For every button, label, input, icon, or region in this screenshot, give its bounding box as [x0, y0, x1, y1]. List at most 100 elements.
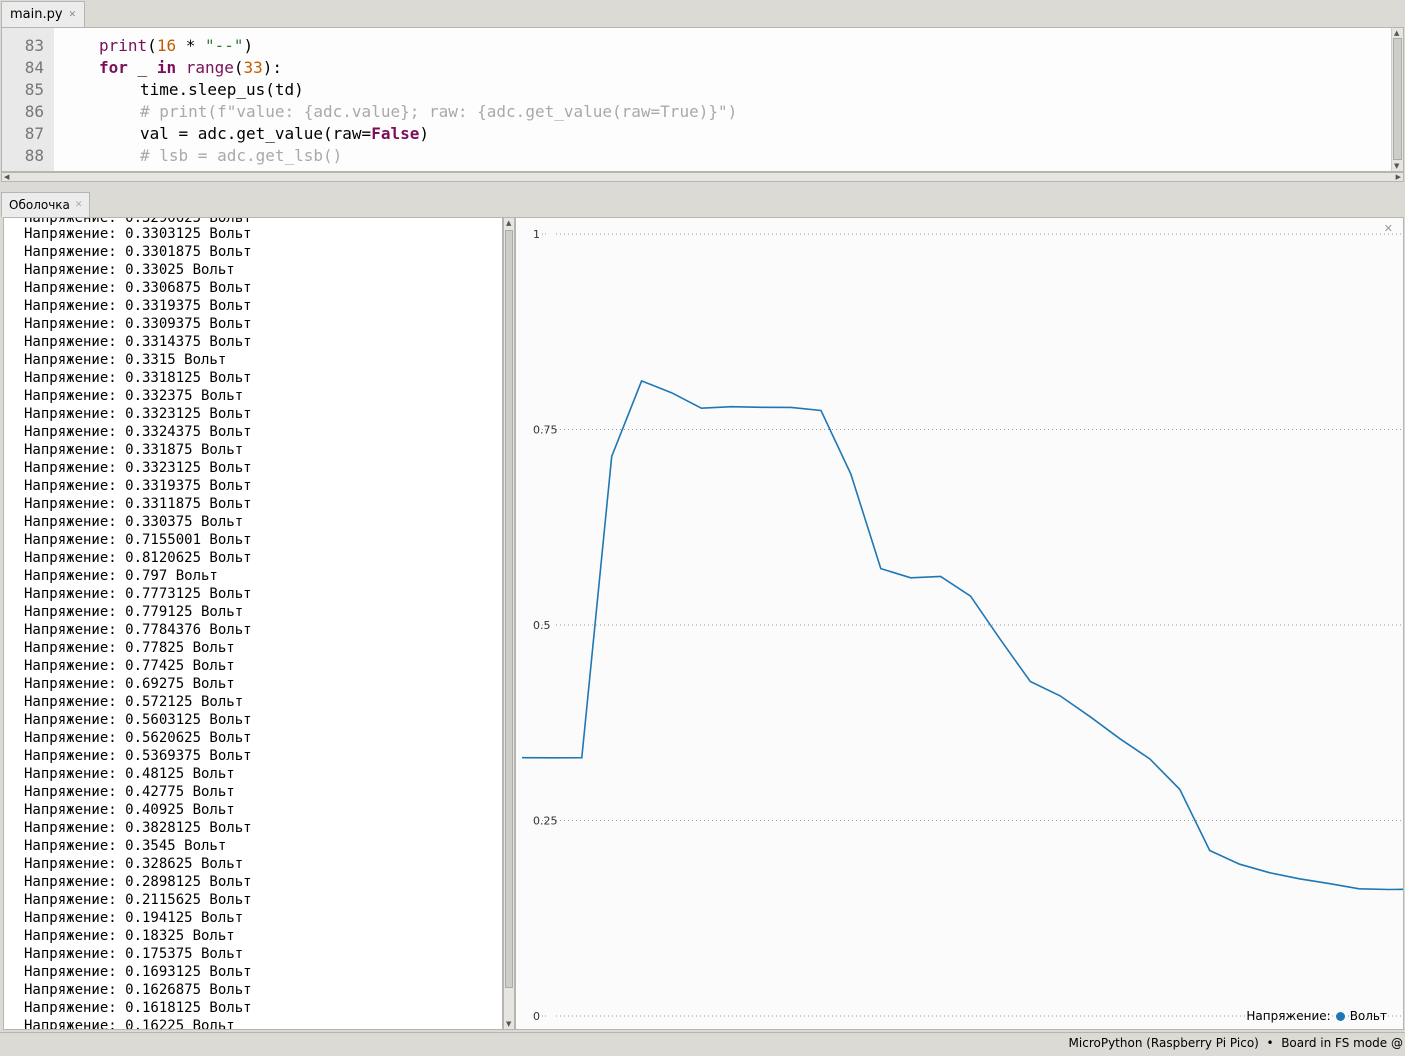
- code-line[interactable]: # print(f"value: {adc.value}; raw: {adc.…: [140, 102, 738, 121]
- code-editor[interactable]: 83 84 85 86 87 88 print(16 * "--") for _…: [1, 27, 1404, 172]
- shell-line: Напряжение: 0.40925 Вольт: [24, 802, 235, 818]
- close-icon[interactable]: ✕: [1383, 222, 1393, 235]
- shell-line: Напряжение: 0.797 Вольт: [24, 568, 218, 584]
- chart-legend: Напряжение: Вольт: [1246, 1009, 1387, 1023]
- shell-line: Напряжение: 0.328625 Вольт: [24, 856, 244, 872]
- scrollbar-thumb[interactable]: [505, 230, 513, 988]
- scroll-down-icon[interactable]: ▼: [1394, 162, 1400, 170]
- shell-line: Напряжение: 0.1618125 Вольт: [24, 1000, 252, 1016]
- shell-line: Напряжение: 0.332375 Вольт: [24, 388, 244, 404]
- shell-line: Напряжение: 0.7155001 Вольт: [24, 532, 252, 548]
- tab-main-py[interactable]: main.py ✕: [1, 1, 86, 27]
- tab-label: main.py: [10, 7, 63, 22]
- shell-line: Напряжение: 0.3319375 Вольт: [24, 298, 252, 314]
- shell-line: Напряжение: 0.1626875 Вольт: [24, 982, 252, 998]
- code-token: False: [371, 124, 420, 143]
- shell-line: Напряжение: 0.16225 Вольт: [24, 1018, 235, 1030]
- shell-line: Напряжение: 0.3303125 Вольт: [24, 226, 252, 242]
- shell-line: Напряжение: 0.779125 Вольт: [24, 604, 244, 620]
- shell-line: Напряжение: 0.3306875 Вольт: [24, 280, 252, 296]
- code-line[interactable]: # lsb = adc.get_lsb(): [140, 146, 343, 165]
- code-token: 16: [156, 36, 177, 55]
- shell-vertical-scrollbar[interactable]: ▲ ▼: [503, 217, 515, 1030]
- scroll-right-icon[interactable]: ▶: [1395, 173, 1401, 181]
- line-chart: 1 0.75 0.5 0.25 0: [521, 228, 1403, 1023]
- shell-line: Напряжение: 0.5603125 Вольт: [24, 712, 252, 728]
- shell-line: Напряжение: 0.3545 Вольт: [24, 838, 227, 854]
- series-line: [521, 379, 1403, 891]
- status-bar: MicroPython (Raspberry Pi Pico) • Board …: [0, 1032, 1405, 1056]
- line-number: 86: [24, 102, 44, 121]
- shell-line: Напряжение: 0.5369375 Вольт: [24, 748, 252, 764]
- shell-output[interactable]: Напряжение: 0.3290625 Вольт Напряжение: …: [3, 217, 503, 1030]
- scroll-up-icon[interactable]: ▲: [1394, 29, 1400, 37]
- shell-line: Напряжение: 0.175375 Вольт: [24, 946, 244, 962]
- shell-line: Напряжение: 0.33025 Вольт: [24, 262, 235, 278]
- shell-line: Напряжение: 0.1693125 Вольт: [24, 964, 252, 980]
- line-number: 85: [24, 80, 44, 99]
- shell-line: Напряжение: 0.5620625 Вольт: [24, 730, 252, 746]
- code-token: 33: [243, 58, 263, 77]
- shell-line: Напряжение: 0.8120625 Вольт: [24, 550, 252, 566]
- shell-line: Напряжение: 0.7773125 Вольт: [24, 586, 252, 602]
- editor-vertical-scrollbar[interactable]: ▲ ▼: [1391, 28, 1403, 171]
- shell-line: Напряжение: 0.330375 Вольт: [24, 514, 244, 530]
- shell-line: Напряжение: 0.3315 Вольт: [24, 352, 227, 368]
- line-number: 83: [24, 36, 44, 55]
- shell-line: Напряжение: 0.331875 Вольт: [24, 442, 244, 458]
- code-line[interactable]: for _ in range(33):: [99, 58, 283, 77]
- shell-line: Напряжение: 0.3828125 Вольт: [24, 820, 252, 836]
- shell-line-partial: Напряжение: 0.3290625 Вольт: [24, 217, 252, 226]
- shell-line: Напряжение: 0.3323125 Вольт: [24, 406, 252, 422]
- shell-line: Напряжение: 0.2898125 Вольт: [24, 874, 252, 890]
- shell-line: Напряжение: 0.3301875 Вольт: [24, 244, 252, 260]
- y-tick-label: 0.25: [533, 815, 558, 828]
- shell-line: Напряжение: 0.194125 Вольт: [24, 910, 244, 926]
- shell-line: Напряжение: 0.69275 Вольт: [24, 676, 235, 692]
- code-line[interactable]: val = adc.get_value(raw=False): [140, 124, 429, 143]
- y-tick-label: 1: [533, 228, 540, 241]
- shell-line: Напряжение: 0.3309375 Вольт: [24, 316, 252, 332]
- scroll-left-icon[interactable]: ◀: [4, 173, 10, 181]
- shell-line: Напряжение: 0.42775 Вольт: [24, 784, 235, 800]
- tab-label: Оболочка: [9, 198, 70, 212]
- code-token: print: [99, 36, 148, 55]
- code-token: for: [99, 58, 128, 77]
- line-number-gutter: [2, 28, 54, 171]
- code-token: range: [185, 58, 234, 77]
- scrollbar-thumb[interactable]: [1393, 38, 1402, 160]
- code-token: in: [156, 58, 177, 77]
- y-tick-label: 0.75: [533, 424, 558, 437]
- legend-label: Напряжение:: [1246, 1009, 1331, 1023]
- status-text[interactable]: MicroPython (Raspberry Pi Pico) • Board …: [1068, 1036, 1403, 1050]
- editor-tabbar: main.py ✕: [0, 0, 1405, 27]
- scroll-up-icon[interactable]: ▲: [506, 219, 512, 227]
- shell-line: Напряжение: 0.18325 Вольт: [24, 928, 235, 944]
- close-icon[interactable]: ✕: [68, 9, 77, 20]
- shell-line: Напряжение: 0.3324375 Вольт: [24, 424, 252, 440]
- code-line[interactable]: print(16 * "--"): [99, 36, 254, 55]
- line-number: 84: [24, 58, 44, 77]
- editor-horizontal-scrollbar[interactable]: ◀ ▶: [1, 172, 1404, 182]
- shell-line: Напряжение: 0.2115625 Вольт: [24, 892, 252, 908]
- shell-line: Напряжение: 0.77425 Вольт: [24, 658, 235, 674]
- y-tick-label: 0: [533, 1010, 540, 1023]
- shell-line: Напряжение: 0.48125 Вольт: [24, 766, 235, 782]
- shell-line: Напряжение: 0.3323125 Вольт: [24, 460, 252, 476]
- legend-marker: [1335, 1011, 1345, 1021]
- shell-line: Напряжение: 0.3319375 Вольт: [24, 478, 252, 494]
- shell-line: Напряжение: 0.7784376 Вольт: [24, 622, 252, 638]
- legend-series-name: Вольт: [1349, 1009, 1387, 1023]
- line-number: 88: [24, 146, 44, 165]
- scroll-down-icon[interactable]: ▼: [506, 1020, 512, 1028]
- shell-line: Напряжение: 0.3311875 Вольт: [24, 496, 252, 512]
- tab-shell[interactable]: Оболочка ✕: [1, 192, 91, 217]
- shell-line: Напряжение: 0.572125 Вольт: [24, 694, 244, 710]
- line-number: 87: [24, 124, 44, 143]
- shell-line: Напряжение: 0.3314375 Вольт: [24, 334, 252, 350]
- plotter-panel: 1 0.75 0.5 0.25 0 ✕ Напряжение: Вольт: [515, 217, 1404, 1030]
- shell-line: Напряжение: 0.77825 Вольт: [24, 640, 235, 656]
- code-line[interactable]: time.sleep_us(td): [140, 80, 304, 99]
- close-icon[interactable]: ✕: [74, 200, 83, 210]
- y-tick-label: 0.5: [533, 619, 551, 632]
